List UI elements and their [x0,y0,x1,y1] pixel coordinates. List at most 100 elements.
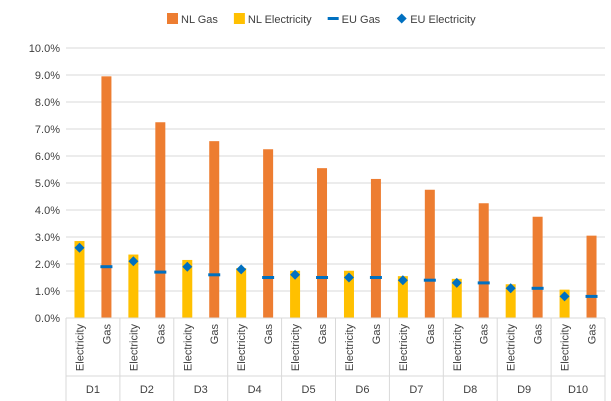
x-subcategory-label: Electricity [128,324,140,372]
nl-electricity-bar [451,278,462,318]
eu-electricity-marker [559,291,570,302]
nl-electricity-bar [128,254,139,318]
eu-gas-marker [531,286,544,290]
y-tick-label: 7.0% [35,124,60,136]
y-tick-label: 1.0% [35,286,60,298]
nl-gas-bar [478,203,489,318]
x-group-label: D9 [517,384,531,396]
eu-gas-marker [262,276,275,279]
legend-item: EU Electricity [396,13,476,26]
legend: NL Gas NL Electricity EU Gas EU Electricity [167,13,476,26]
nl-electricity-bar [559,289,570,318]
eu-electricity-marker [290,269,301,280]
nl-gas-bar [155,122,166,318]
x-subcategory-label: Gas [317,324,329,345]
y-tick-label: 0.0% [35,313,60,325]
eu-electricity-marker [182,261,193,272]
x-subcategory-label: Electricity [506,324,518,372]
eu-electricity-marker [451,277,462,288]
eu-electricity-marker [505,283,516,294]
x-subcategory-label: Electricity [398,324,410,372]
x-subcategory-label: Electricity [344,324,356,372]
gridlines [66,47,605,319]
x-subcategory-label: Gas [533,324,545,345]
x-subcategory-label: Gas [479,324,491,345]
y-tick-label: 5.0% [35,178,60,190]
eu-gas-marker [585,294,598,298]
x-group-label: D2 [140,384,154,396]
y-tick-label: 10.0% [29,43,60,55]
eu-electricity-marker [236,264,247,275]
x-subcategory-label: Electricity [452,324,464,372]
eu-gas-marker [369,276,382,279]
eu-gas-marker [208,273,221,277]
nl-electricity-bar [343,270,354,318]
x-subcategory-label: Gas [425,324,437,345]
x-subcategory-label: Electricity [74,324,86,372]
x-group-label: D4 [248,384,262,396]
x-subcategory-label: Gas [587,324,599,345]
eu-electricity-marker [74,242,85,253]
eu-gas-marker [100,265,113,269]
x-subcategory-label: Electricity [236,324,248,372]
legend-item: EU Gas [327,14,381,26]
y-tick-label: 2.0% [35,259,60,271]
nl-electricity-bar [290,270,301,318]
y-tick-label: 6.0% [35,151,60,163]
eu-gas-marker [423,278,436,282]
x-subcategory-label: Gas [209,324,221,345]
legend-label: NL Electricity [248,14,312,26]
nl-electricity-bar [74,241,85,318]
eu-electricity-marker [128,256,139,267]
legend-swatch [233,13,245,24]
x-group-label: D1 [86,384,100,396]
y-tick-label: 9.0% [35,70,60,82]
nl-gas-bar [424,189,435,318]
legend-swatch [167,13,178,24]
legend-swatch [327,17,339,20]
nl-gas-bar [263,149,274,318]
x-subcategory-label: Electricity [560,324,572,372]
nl-gas-bar [209,141,220,318]
y-tick-label: 8.0% [35,97,60,109]
x-group-label: D10 [568,384,588,396]
nl-gas-bar [101,76,112,318]
x-group-label: D8 [463,384,477,396]
nl-gas-bar [532,216,543,318]
eu-gas-marker [477,281,490,285]
nl-electricity-bar [236,268,247,318]
legend-swatch [396,13,407,24]
x-subcategory-label: Electricity [182,324,194,372]
y-axis: 0.0% 1.0% 2.0% 3.0% 4.0% 5.0% 6.0% 7.0% 8.0% 9.0%… [29,43,60,325]
nl-gas-bar [370,178,381,318]
nl-electricity-bar [397,276,408,318]
legend-label: EU Gas [342,14,381,26]
x-group-label: D7 [409,384,423,396]
legend-label: NL Gas [181,14,218,26]
nl-gas-bar [586,235,597,318]
markers [74,242,598,302]
nl-electricity-bar [505,284,516,318]
eu-electricity-marker [343,272,354,283]
x-group-label: D3 [194,384,208,396]
y-tick-label: 4.0% [35,205,60,217]
nl-electricity-bar [182,259,193,318]
x-subcategory-label: Gas [371,324,383,345]
eu-electricity-marker [397,275,408,286]
legend-label: EU Electricity [410,14,476,26]
legend-item: NL Electricity [233,13,312,26]
x-group-label: D6 [355,384,369,396]
y-tick-label: 3.0% [35,232,60,244]
x-subcategory-label: Electricity [290,324,302,372]
eu-gas-marker [154,270,167,274]
nl-gas-bar [317,168,328,318]
legend-item: NL Gas [167,13,218,26]
x-group-label: D5 [302,384,316,396]
x-subcategory-label: Gas [263,324,275,345]
x-subcategory-label: Gas [101,324,113,345]
bars [74,76,597,318]
x-subcategory-label: Gas [155,324,167,345]
eu-gas-marker [316,276,329,279]
